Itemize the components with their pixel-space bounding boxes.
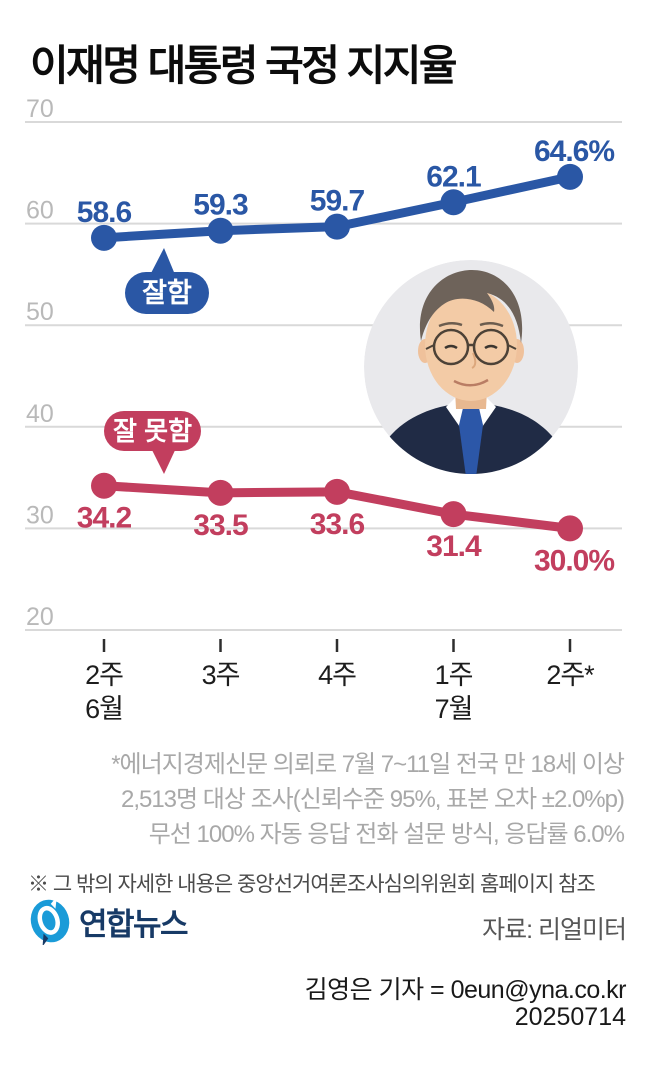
data-label: 58.6 [77,196,132,229]
disapprove-bubble-pill [104,411,201,451]
data-point [440,189,467,216]
data-label: 30.0% [534,544,614,577]
data-point [207,479,234,506]
yonhap-logo-text: 연합뉴스 [79,907,189,942]
president-photo [364,260,578,474]
disapprove-bubble-tail [150,446,177,474]
data-source: 자료: 리얼미터 [482,916,627,944]
data-point [91,472,117,499]
mouth [453,378,489,387]
eye [484,344,498,350]
nesdc-notice: ※ 그 밖의 자세한 내용은 중앙선거여론조사심의위원회 홈페이지 참조 [28,873,596,896]
x-axis: 2주 6월 3주 4주 1주 7월 2주* [85,639,596,724]
disapprove-bubble: 잘 못함 [104,411,201,474]
data-label: 34.2 [77,502,132,535]
data-point [440,501,467,528]
data-point [91,224,117,251]
y-tick-label: 70 [26,95,54,123]
approval-line-chart: 70 60 50 40 30 20 [25,95,622,724]
data-label: 59.7 [310,185,365,218]
tie [459,408,483,474]
x-tick-label: 2주 [85,660,123,690]
footnote-line: *에너지경제신문 의뢰로 7월 7~11일 전국 만 18세 이상 [111,751,625,778]
x-tick-label: 7월 [435,694,473,724]
x-tick-label: 3주 [202,660,240,690]
yonhap-globe-icon [30,898,70,945]
data-point [557,163,583,190]
data-label: 33.6 [310,508,365,541]
x-tick-label: 1주 [435,660,473,690]
data-point [324,478,350,505]
x-tick-label: 6월 [85,694,123,724]
eyebrow [479,322,504,328]
reporter-credit: 김영은 기자 = 0eun@yna.co.kr [304,976,627,1004]
data-label: 31.4 [426,530,482,563]
data-label: 64.6% [534,135,614,168]
hair [419,270,523,343]
publish-date: 20250714 [514,1003,626,1031]
disapprove-bubble-label: 잘 못함 [113,416,192,446]
glasses-right-lens [472,328,510,366]
page-title: 이재명 대통령 국정 지지율 [30,42,458,89]
data-point [557,515,583,542]
yonhap-logo: 연합뉴스 [28,898,189,945]
x-tick-label: 4주 [318,660,356,690]
data-label: 33.5 [193,509,248,542]
y-tick-label: 40 [26,400,54,428]
grid-layer: 70 60 50 40 30 20 [25,95,622,631]
data-label: 62.1 [426,160,481,193]
glasses-left-lens [432,328,470,366]
survey-footnote: *에너지경제신문 의뢰로 7월 7~11일 전국 만 18세 이상 2,513명… [111,747,625,852]
y-tick-label: 50 [26,298,54,326]
x-tick-label: 2주* [546,660,595,690]
approve-bubble-pill [125,272,209,314]
data-label: 59.3 [193,189,248,222]
eyebrow [438,322,463,328]
nose [471,352,477,369]
series-layer: 58.6 59.3 59.7 62.1 64.6% 34.2 33.5 33.6 31.4 30.… [77,135,616,578]
y-tick-label: 60 [26,197,54,225]
y-tick-label: 20 [26,603,54,631]
y-tick-label: 30 [26,501,54,529]
approve-bubble: 잘함 [125,248,209,314]
glasses-temples [425,344,517,350]
eye [444,344,458,350]
approve-bubble-label: 잘함 [142,278,192,308]
footnote-line: 무선 100% 자동 응답 전화 설문 방식, 응답률 6.0% [148,821,625,848]
approve-bubble-tail [149,248,176,277]
data-point [324,213,350,240]
data-point [207,217,234,244]
footnote-line: 2,513명 대상 조사(신뢰수준 95%, 표본 오차 ±2.0%p) [120,786,625,813]
